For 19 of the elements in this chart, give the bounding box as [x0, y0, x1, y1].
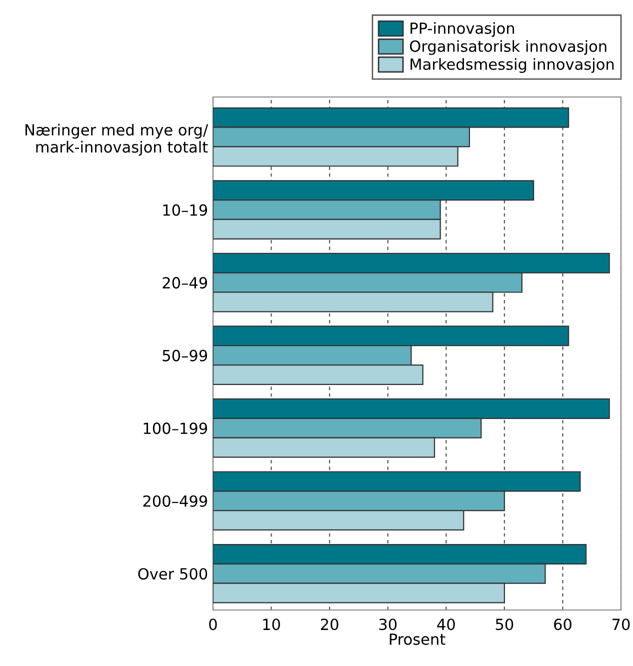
x-tick-label: 50 [496, 618, 514, 630]
x-tick-label: 20 [320, 618, 338, 630]
y-tick-label: 200–499 [143, 495, 208, 507]
x-tick-label: 40 [437, 618, 455, 630]
y-tick-label: Næringer med mye org/ mark-innovasjon totalt [26, 124, 208, 156]
legend-label: PP-innovasjon [410, 22, 514, 37]
x-tick-label: 70 [612, 618, 630, 630]
y-tick-label: 20–49 [162, 277, 208, 289]
y-tick-label: 50–99 [162, 350, 208, 362]
x-tick-label: 0 [209, 618, 217, 630]
y-tick-label: Over 500 [138, 568, 208, 580]
x-tick-label: 30 [379, 618, 397, 630]
x-tick-label: 10 [263, 618, 280, 630]
legend-label: Organisatorisk innovasjon [410, 40, 606, 55]
x-tick-label: 60 [554, 618, 572, 630]
y-tick-label: 100–199 [144, 422, 208, 434]
y-tick-label: 10–19 [163, 204, 208, 216]
x-axis-title: Prosent [390, 634, 446, 645]
legend-label: Markedsmessig innovasjon [410, 58, 614, 73]
